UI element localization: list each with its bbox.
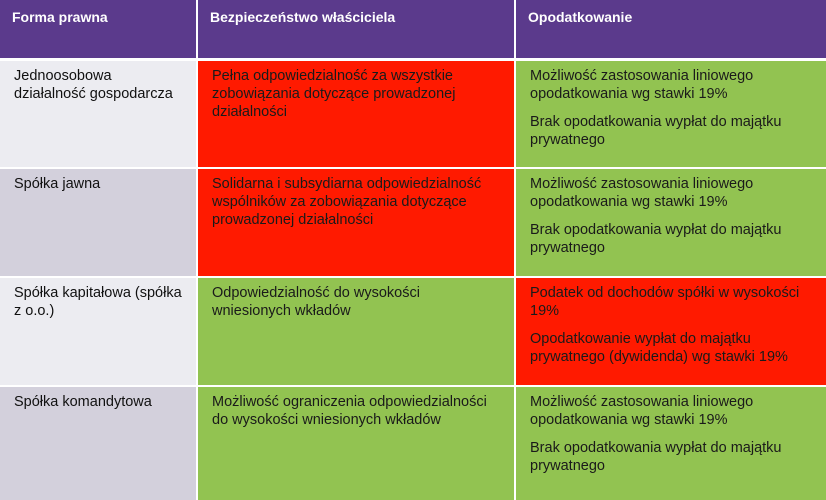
taxation-text: Możliwość zastosowania liniowego opodatk… xyxy=(530,68,754,102)
header-legal-form: Forma prawna xyxy=(0,0,196,61)
taxation-cell: Możliwość zastosowania liniowego opodatk… xyxy=(514,169,826,278)
legal-form-cell: Jednoosobowa działalność gospodarcza xyxy=(0,61,196,169)
table-row: Spółka komandytowa Możliwość ograniczeni… xyxy=(0,387,826,500)
header-taxation: Opodatkowanie xyxy=(514,0,826,61)
table-row: Jednoosobowa działalność gospodarcza Peł… xyxy=(0,61,826,169)
security-cell: Odpowiedzialność do wysokości wniesionyc… xyxy=(196,278,514,387)
table-row: Spółka jawna Solidarna i subsydiarna odp… xyxy=(0,169,826,278)
header-owner-security: Bezpieczeństwo właściciela xyxy=(196,0,514,61)
legal-form-cell: Spółka komandytowa xyxy=(0,387,196,500)
taxation-text: Brak opodatkowania wypłat do majątku pry… xyxy=(530,114,782,148)
taxation-cell: Podatek od dochodów spółki w wysokości 1… xyxy=(514,278,826,387)
legal-form-cell: Spółka kapitałowa (spółka z o.o.) xyxy=(0,278,196,387)
taxation-cell: Możliwość zastosowania liniowego opodatk… xyxy=(514,61,826,169)
taxation-text: Brak opodatkowania wypłat do majątku pry… xyxy=(530,222,782,256)
legal-form-cell: Spółka jawna xyxy=(0,169,196,278)
taxation-cell: Możliwość zastosowania liniowego opodatk… xyxy=(514,387,826,500)
security-cell: Solidarna i subsydiarna odpowiedzialność… xyxy=(196,169,514,278)
table-row: Spółka kapitałowa (spółka z o.o.) Odpowi… xyxy=(0,278,826,387)
header-row: Forma prawna Bezpieczeństwo właściciela … xyxy=(0,0,826,61)
taxation-text: Opodatkowanie wypłat do majątku prywatne… xyxy=(530,331,788,365)
taxation-text: Podatek od dochodów spółki w wysokości 1… xyxy=(530,285,800,319)
taxation-text: Możliwość zastosowania liniowego opodatk… xyxy=(530,394,754,428)
security-cell: Możliwość ograniczenia odpowiedzialności… xyxy=(196,387,514,500)
taxation-text: Możliwość zastosowania liniowego opodatk… xyxy=(530,176,754,210)
taxation-text: Brak opodatkowania wypłat do majątku pry… xyxy=(530,440,782,474)
security-cell: Pełna odpowiedzialność za wszystkie zobo… xyxy=(196,61,514,169)
